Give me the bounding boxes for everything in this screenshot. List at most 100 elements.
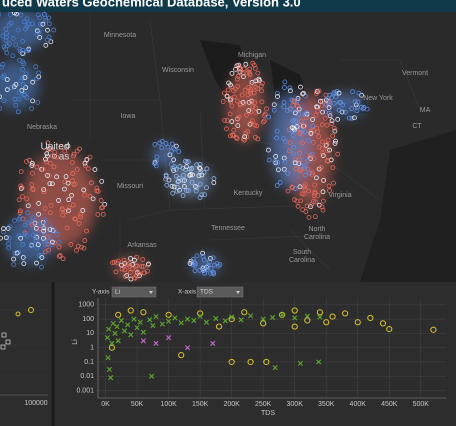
well-point <box>132 257 137 263</box>
well-point <box>175 179 181 185</box>
well-point <box>331 90 337 95</box>
well-point <box>252 134 258 140</box>
scatter-point <box>342 310 349 317</box>
well-point <box>183 167 188 172</box>
scatter-point <box>106 326 112 332</box>
well-point <box>290 185 295 191</box>
scatter-point <box>184 316 191 322</box>
well-point <box>153 163 159 169</box>
well-point <box>320 198 326 204</box>
well-point <box>237 102 243 108</box>
well-point <box>294 103 300 108</box>
map-label: New York <box>363 95 393 102</box>
well-point <box>313 112 319 118</box>
well-point <box>38 21 43 27</box>
map[interactable]: Minnesota Wisconsin Michigan Iowa Nebraska Un… <box>0 6 456 282</box>
well-point <box>64 225 70 231</box>
well-point <box>324 158 330 163</box>
well-point <box>37 15 43 21</box>
well-point <box>202 192 207 198</box>
well-point <box>236 63 241 69</box>
well-point <box>185 159 191 165</box>
well-point <box>4 87 10 93</box>
well-point <box>244 112 249 118</box>
well-point <box>293 166 299 172</box>
well-point <box>62 148 68 154</box>
well-point <box>224 93 230 99</box>
well-point <box>46 239 52 244</box>
well-point <box>261 118 267 124</box>
well-point <box>225 87 231 93</box>
well-point <box>351 115 357 121</box>
well-point <box>250 60 256 66</box>
well-point <box>275 94 280 99</box>
well-point <box>356 90 362 96</box>
well-point <box>98 198 104 203</box>
well-point <box>66 197 72 203</box>
well-point <box>21 232 27 238</box>
well-point <box>296 106 302 112</box>
scatter-point <box>197 313 203 319</box>
well-point <box>52 153 57 159</box>
well-point <box>100 211 106 217</box>
well-point <box>210 270 216 276</box>
well-point <box>259 88 264 94</box>
x-axis-dropdown[interactable] <box>196 286 244 298</box>
well-point <box>192 268 198 274</box>
well-point <box>327 188 332 193</box>
well-point <box>16 89 22 95</box>
well-point <box>197 170 203 176</box>
well-point <box>41 223 47 228</box>
well-point <box>60 212 66 218</box>
well-point <box>0 106 2 111</box>
well-point <box>252 65 258 71</box>
well-point <box>1 73 7 79</box>
well-point <box>127 270 133 275</box>
well-point <box>251 90 257 96</box>
x-tick-label: 300K <box>287 401 304 408</box>
well-point <box>34 234 40 240</box>
header-title: uced Waters Geochemical Database, Versio… <box>2 0 301 9</box>
well-point <box>70 171 76 176</box>
well-point <box>256 108 262 114</box>
well-point <box>229 70 235 76</box>
well-point <box>24 159 29 164</box>
map-label: Carolina <box>289 257 315 264</box>
well-point <box>275 167 281 173</box>
well-point <box>320 109 325 115</box>
well-point <box>29 160 35 166</box>
state-borders <box>70 12 421 282</box>
dropdown-arrow <box>236 291 240 294</box>
well-point <box>56 239 62 245</box>
well-point <box>171 157 177 163</box>
well-point <box>326 183 332 189</box>
well-point <box>234 63 240 69</box>
well-point <box>35 28 40 34</box>
well-point <box>13 42 18 48</box>
well-point <box>231 88 236 94</box>
well-point <box>43 159 49 165</box>
x-tick-label: 450K <box>381 401 398 408</box>
well-point <box>277 180 283 185</box>
scatter-point <box>166 335 172 341</box>
well-point <box>241 74 246 80</box>
well-point <box>253 84 259 90</box>
well-point <box>41 189 47 195</box>
x-tick-label: 0K <box>101 401 110 408</box>
x-tick-label: 500K <box>413 401 430 408</box>
well-point <box>3 38 9 43</box>
well-point <box>21 61 27 67</box>
scatter-point <box>291 307 298 314</box>
well-point <box>10 53 16 59</box>
well-point <box>170 165 176 171</box>
well-point <box>58 144 64 150</box>
well-point <box>217 262 223 268</box>
y-axis-dropdown[interactable] <box>111 286 157 298</box>
well-point <box>193 184 198 189</box>
well-point <box>333 138 338 144</box>
well-point <box>349 106 355 111</box>
scatter-point <box>215 323 223 330</box>
well-point <box>29 106 35 112</box>
well-point <box>10 36 16 41</box>
y-axis-title: Li <box>72 339 79 345</box>
